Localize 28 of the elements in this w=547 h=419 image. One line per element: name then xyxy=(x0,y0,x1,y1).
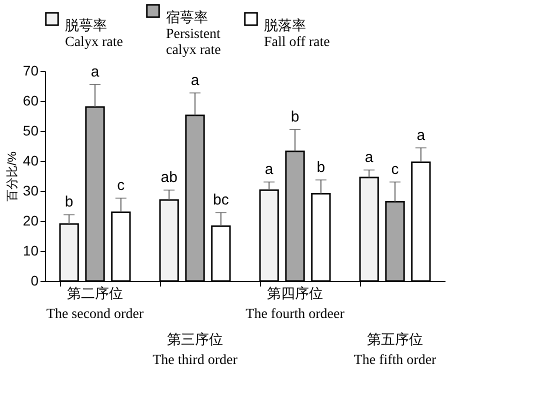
legend-label: 宿萼率 Persistent calyx rate xyxy=(166,10,221,58)
legend-label: 脱落率 Fall off rate xyxy=(264,18,330,50)
y-tick-label: 20 xyxy=(22,212,39,228)
x-tick-label: 第四序位 The fourth ordeer xyxy=(246,286,345,322)
data-label: b xyxy=(64,194,74,211)
y-tick-label: 10 xyxy=(22,242,39,258)
data-label: b xyxy=(290,108,300,126)
y-tick-label: 30 xyxy=(22,182,39,198)
data-label: a xyxy=(90,64,100,80)
data-label: c xyxy=(117,177,126,194)
data-label: ab xyxy=(160,169,178,186)
y-tick-label: 0 xyxy=(30,272,39,288)
data-label: bc xyxy=(213,192,230,209)
data-label: a xyxy=(190,72,200,89)
data-label: a xyxy=(416,126,426,144)
x-tick-label: 第三序位 The third order xyxy=(152,332,238,368)
y-axis-title: 百分比/% xyxy=(4,151,19,202)
data-label: a xyxy=(364,149,374,166)
x-tick-label: 第五序位 The fifth order xyxy=(354,332,437,368)
x-tick-label: 第二序位 The second order xyxy=(46,286,144,322)
y-tick-label: 40 xyxy=(22,152,39,168)
y-tick-label: 50 xyxy=(22,122,39,138)
data-label: b xyxy=(316,158,326,176)
y-tick-label: 60 xyxy=(22,92,39,108)
y-tick-label: 70 xyxy=(22,62,39,78)
legend-label: 脱萼率 Calyx rate xyxy=(65,18,123,50)
data-label: a xyxy=(264,161,274,178)
data-label: c xyxy=(391,161,400,178)
